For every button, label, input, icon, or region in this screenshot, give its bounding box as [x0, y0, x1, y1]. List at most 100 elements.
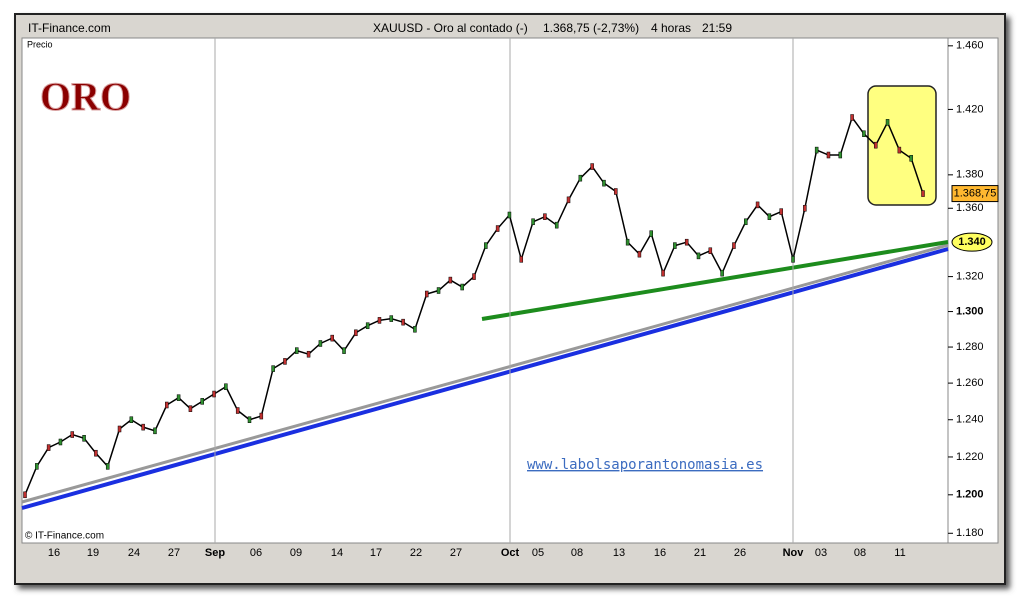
price-bar — [885, 119, 890, 126]
price-bar — [436, 287, 441, 294]
price-bar — [58, 438, 63, 446]
price-bar — [153, 427, 157, 435]
site: IT-Finance.com — [28, 21, 111, 35]
price-bar — [165, 401, 169, 409]
y-axis-area — [947, 37, 999, 544]
price-bar — [519, 256, 524, 263]
price-bar — [354, 329, 358, 337]
price-bar — [921, 190, 925, 197]
x-tick-label: 27 — [450, 547, 462, 559]
price-bar — [614, 188, 618, 195]
y-tick-label: 1.200 — [956, 489, 984, 501]
price-bar — [720, 269, 724, 277]
price-bar — [767, 213, 772, 220]
price-bar — [129, 416, 134, 423]
x-tick-label: 24 — [128, 547, 140, 559]
price-bar — [235, 407, 240, 414]
price-bar — [23, 491, 27, 499]
x-tick-label: 08 — [854, 547, 866, 559]
price-bar — [472, 273, 476, 280]
marked-level-label: 1.340 — [958, 236, 986, 248]
price-bar — [484, 242, 488, 249]
price-label-box — [951, 185, 999, 203]
price-bar — [94, 449, 98, 457]
price-bar — [46, 444, 51, 451]
price-bar — [826, 151, 831, 159]
y-tick-label: 1.460 — [956, 40, 984, 52]
price-bar — [448, 276, 453, 284]
x-tick-label: 14 — [331, 547, 343, 559]
x-tick-label: 16 — [48, 547, 60, 559]
price-bar — [696, 252, 701, 260]
price-bar — [507, 211, 512, 219]
x-tick-label: 06 — [250, 547, 262, 559]
price-bar — [424, 290, 429, 298]
price-bar — [318, 340, 323, 347]
x-tick-label: 26 — [734, 547, 746, 559]
time: 21:59 — [702, 21, 732, 35]
price-bar — [283, 358, 287, 365]
price-bar — [70, 431, 75, 438]
price-bar — [554, 221, 559, 229]
y-tick-label: 1.320 — [956, 271, 984, 283]
price-bar — [271, 365, 275, 372]
price-bar — [708, 247, 713, 254]
price-bar — [590, 163, 594, 170]
price-bar — [495, 225, 500, 232]
price-bar — [295, 347, 299, 354]
y-tick-label: 1.260 — [956, 377, 984, 389]
instrument: XAUUSD - Oro al contado (-) — [373, 21, 528, 35]
x-tick-label: 08 — [571, 547, 583, 559]
footer: © IT-Finance.com — [25, 531, 104, 542]
y-tick-label: 1.360 — [956, 202, 984, 214]
price-bar — [732, 242, 736, 249]
price-bar — [838, 151, 843, 159]
price-bar — [566, 196, 571, 204]
price-bar — [791, 256, 795, 263]
x-tick-label: Nov — [783, 547, 805, 559]
price-bar — [673, 242, 677, 249]
x-tick-label: 13 — [613, 547, 625, 559]
price-bar — [625, 238, 630, 246]
price-bar — [306, 350, 311, 358]
x-tick-label: 22 — [410, 547, 422, 559]
price-bar — [661, 269, 665, 277]
price-bar — [105, 463, 110, 470]
x-tick-label: 19 — [87, 547, 99, 559]
y-tick-label: 1.300 — [956, 305, 984, 317]
x-tick-label: 21 — [694, 547, 706, 559]
price-bar — [224, 383, 228, 390]
quote: 1.368,75 (-2,73%) — [543, 21, 639, 35]
x-tick-label: Sep — [205, 547, 225, 559]
y-tick-label: 1.280 — [956, 341, 984, 353]
price-bar — [862, 130, 866, 137]
price-bar — [897, 146, 902, 154]
y-tick-label: 1.180 — [956, 527, 984, 539]
price-bar — [377, 317, 382, 324]
price-bar — [342, 347, 346, 354]
x-tick-label: 03 — [815, 547, 827, 559]
price-bar — [602, 179, 606, 187]
timeframe: 4 horas — [651, 21, 691, 35]
price-bar — [873, 141, 878, 149]
price-bar — [814, 146, 819, 154]
price-bar — [755, 201, 760, 209]
price-bar — [330, 334, 334, 342]
x-tick-label: 05 — [532, 547, 544, 559]
y-tick-label: 1.240 — [956, 414, 984, 426]
price-bar — [141, 423, 145, 431]
x-tick-label: 09 — [290, 547, 302, 559]
price-bar — [684, 238, 689, 246]
price-bar — [389, 315, 394, 322]
y-tick-label: 1.380 — [956, 169, 984, 181]
support-line-gray — [21, 243, 949, 504]
price-bar — [212, 390, 216, 398]
y-tick-label: 1.220 — [956, 451, 984, 463]
price-bar — [909, 155, 913, 162]
watermark: www.labolsaporantonomasia.es — [527, 457, 763, 473]
price-bar — [543, 213, 547, 220]
trend-line — [481, 240, 949, 321]
marked-level — [951, 232, 993, 252]
price-label: 1.368,75 — [954, 187, 997, 199]
